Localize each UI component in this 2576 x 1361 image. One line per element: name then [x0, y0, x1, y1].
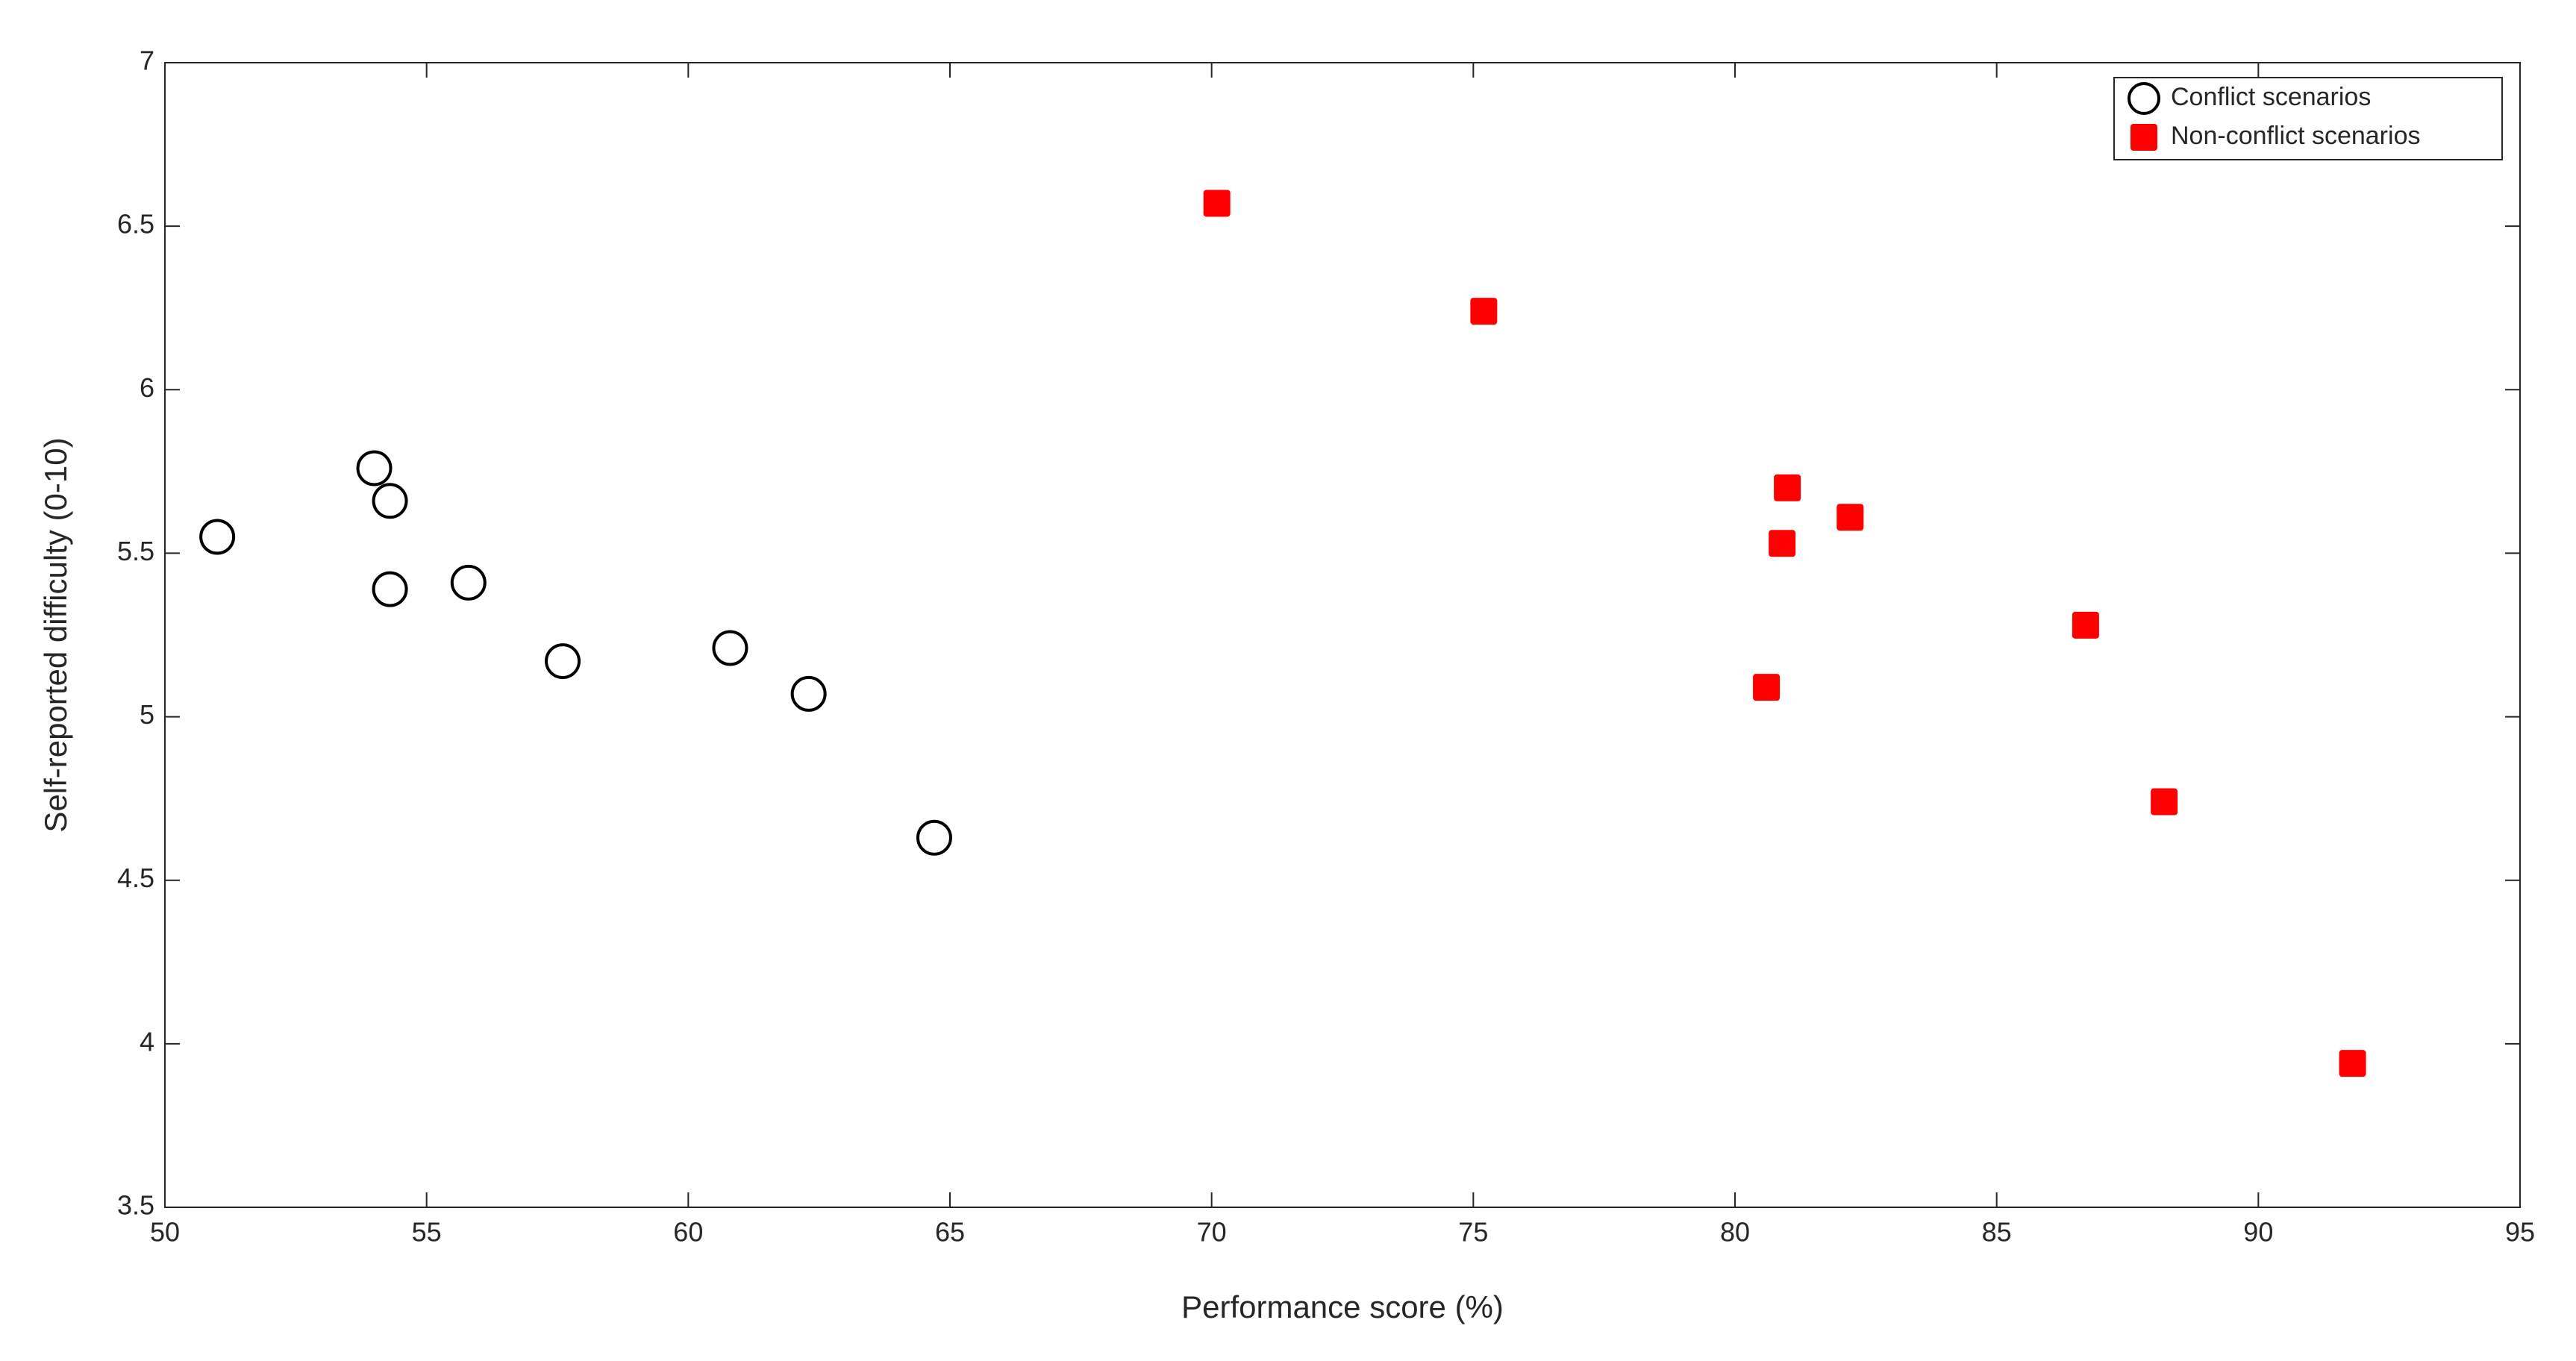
- point: [790, 675, 827, 712]
- point: [1836, 504, 1864, 531]
- y-tick-label: 4.5: [117, 863, 154, 893]
- point: [450, 564, 487, 601]
- y-tick-label: 5.5: [117, 536, 154, 566]
- x-tick-label: 65: [935, 1217, 965, 1248]
- point: [356, 450, 393, 486]
- point: [1774, 474, 1801, 501]
- point: [2072, 611, 2099, 639]
- legend-box: [2113, 77, 2503, 160]
- point: [712, 630, 748, 666]
- point: [916, 819, 952, 856]
- point: [1769, 530, 1796, 557]
- point: [372, 483, 408, 519]
- x-tick-label: 80: [1720, 1217, 1750, 1248]
- x-axis-label: Performance score (%): [1181, 1289, 1504, 1324]
- x-tick-label: 90: [2243, 1217, 2273, 1248]
- legend-label: Non-conflict scenarios: [2171, 122, 2420, 150]
- point: [1470, 298, 1498, 325]
- legend-marker: [2130, 124, 2157, 151]
- point: [2151, 788, 2178, 816]
- x-tick-label: 60: [673, 1217, 703, 1248]
- point: [1753, 674, 1781, 701]
- x-tick-label: 95: [2505, 1217, 2535, 1248]
- point: [1203, 190, 1231, 217]
- x-tick-label: 55: [412, 1217, 442, 1248]
- point: [545, 643, 581, 680]
- y-tick-label: 7: [140, 46, 154, 76]
- y-tick-label: 3.5: [117, 1190, 154, 1221]
- point: [372, 571, 408, 607]
- legend-label: Conflict scenarios: [2171, 83, 2371, 111]
- x-tick-label: 75: [1458, 1217, 1488, 1248]
- legend-marker: [2128, 82, 2160, 115]
- x-tick-label: 70: [1197, 1217, 1227, 1248]
- plot-area: [164, 62, 2521, 1208]
- point: [2339, 1050, 2366, 1077]
- y-tick-label: 5: [140, 699, 154, 730]
- y-tick-label: 6: [140, 372, 154, 403]
- y-axis-label: Self-reported difficulty (0-10): [38, 437, 73, 832]
- x-tick-label: 50: [150, 1217, 180, 1248]
- point: [199, 519, 236, 555]
- y-tick-label: 4: [140, 1026, 154, 1057]
- y-tick-label: 6.5: [117, 209, 154, 240]
- x-tick-label: 85: [1982, 1217, 2012, 1248]
